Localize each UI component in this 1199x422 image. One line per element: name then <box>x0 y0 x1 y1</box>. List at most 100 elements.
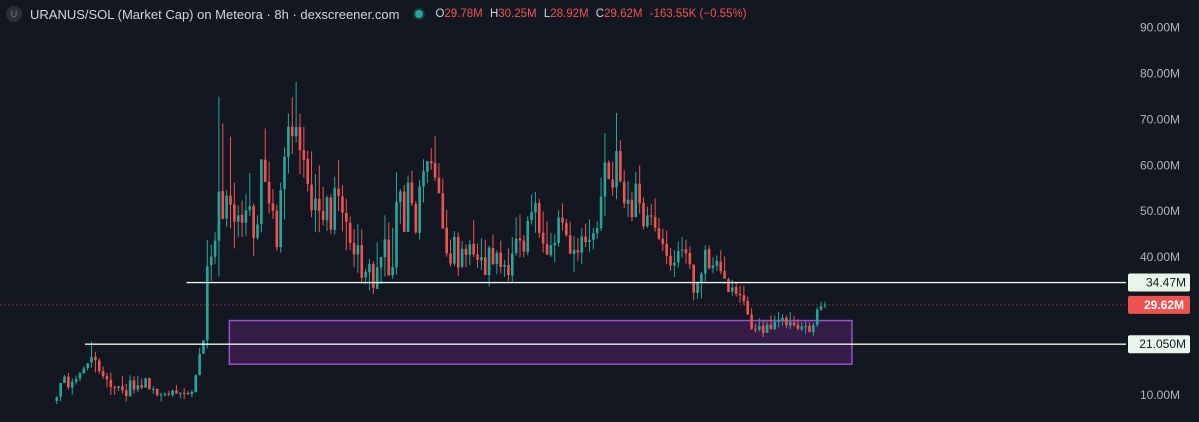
candle-body <box>414 203 418 233</box>
candle-body <box>236 215 240 222</box>
candle-body <box>453 236 456 264</box>
candle-body <box>464 248 468 255</box>
candle-body <box>368 264 371 273</box>
symbol-badge[interactable]: U <box>6 6 22 22</box>
candle-body <box>198 354 201 376</box>
candle-body <box>754 328 757 331</box>
candle-body <box>159 394 163 396</box>
candle-body <box>707 248 711 269</box>
candle-body <box>769 324 773 330</box>
candle-body <box>418 186 421 233</box>
candle-body <box>244 210 248 223</box>
candle-body <box>182 392 186 394</box>
candle-body <box>468 244 472 255</box>
candle-body <box>152 389 155 391</box>
candle-body <box>773 321 777 329</box>
candle-body <box>561 217 564 223</box>
candle-body <box>584 236 587 242</box>
candle-body <box>94 356 97 361</box>
candle-body <box>387 239 391 276</box>
high-label: H <box>489 8 499 20</box>
candle-body <box>538 202 541 233</box>
candle-body <box>121 386 124 391</box>
candle-body <box>429 161 433 164</box>
candle-body <box>302 150 306 160</box>
candle-body <box>808 326 811 333</box>
candle-body <box>572 249 576 254</box>
candle-body <box>750 314 753 329</box>
candle-body <box>252 206 255 238</box>
candle-body <box>715 260 719 266</box>
candle-body <box>360 245 364 278</box>
candle-body <box>595 228 599 234</box>
candle-body <box>206 266 209 341</box>
candle-body <box>391 267 394 276</box>
candle-body <box>441 193 445 229</box>
candle-body <box>588 239 591 242</box>
candle-body <box>144 378 147 388</box>
current-price-badge <box>1128 295 1190 314</box>
candle-body <box>225 195 228 219</box>
candle-body <box>788 321 792 326</box>
candle-body <box>221 190 225 220</box>
candle-body <box>167 393 171 395</box>
candle-body <box>260 159 263 225</box>
candle-body <box>792 322 796 326</box>
candle-body <box>317 198 321 211</box>
candle-body <box>758 326 761 330</box>
candle-body <box>271 203 275 211</box>
y-axis-tick-label: 10.00M <box>1140 388 1180 402</box>
candle-body <box>433 162 437 178</box>
candle-body <box>703 249 707 274</box>
candle-body <box>449 253 452 264</box>
candle-body <box>287 126 290 157</box>
candle-body <box>333 188 337 231</box>
candle-body <box>700 273 703 283</box>
candle-body <box>163 394 167 396</box>
candle-body <box>74 378 78 382</box>
candle-body <box>495 253 499 265</box>
candle-body <box>626 199 630 204</box>
current-price-badge-label: 29.62M <box>1144 298 1184 312</box>
open-label: O <box>435 8 445 20</box>
candle-body <box>263 159 267 182</box>
candle-body <box>229 195 232 205</box>
candle-body <box>456 236 460 268</box>
candle-body <box>549 245 553 256</box>
candle-body <box>472 243 475 255</box>
candle-body <box>175 390 178 394</box>
candle-body <box>186 393 190 395</box>
candle-body <box>510 253 514 276</box>
candle-body <box>723 270 726 279</box>
candle-body <box>522 240 526 252</box>
candle-body <box>310 184 313 211</box>
candle-body <box>209 256 213 265</box>
candle-body <box>731 287 734 292</box>
candle-body <box>611 179 614 188</box>
candle-body <box>487 247 491 276</box>
levels-layer <box>0 281 1126 345</box>
candle-body <box>375 267 379 289</box>
chart-legend: U URANUS/SOL (Market Cap) on Meteora · 8… <box>6 6 747 22</box>
candle-body <box>70 381 74 388</box>
candle-body <box>383 239 387 258</box>
y-axis-tick-label: 60.00M <box>1140 158 1180 172</box>
candle-body <box>518 238 522 241</box>
candle-body <box>179 392 182 394</box>
candle-body <box>514 238 518 254</box>
candle-body <box>580 236 584 253</box>
candle-body <box>267 181 271 204</box>
candle-body <box>534 202 537 213</box>
y-axis: 90.00M 80.00M 70.00M 60.00M 50.00M 40.00M 10.0… <box>1128 20 1190 402</box>
candle-body <box>503 264 506 267</box>
high-value: 30.25M <box>498 8 537 20</box>
low-label: L <box>543 8 551 20</box>
candle-body <box>256 224 259 238</box>
candle-body <box>352 242 356 255</box>
candle-body <box>607 162 611 180</box>
candle-body <box>364 271 367 278</box>
candle-body <box>676 251 680 263</box>
candle-body <box>128 380 132 397</box>
candle-body <box>63 376 66 384</box>
